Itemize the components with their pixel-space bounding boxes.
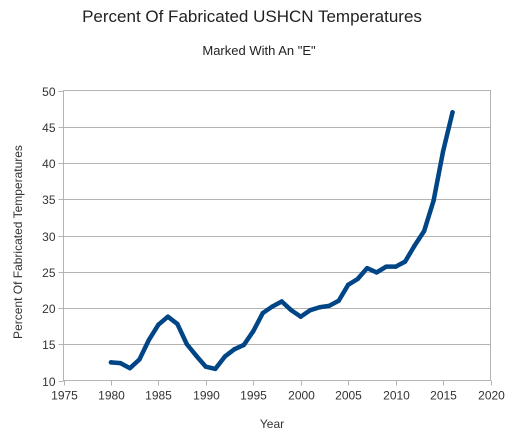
x-tick-label-2000: 2000 [288, 389, 315, 403]
x-tick-label-1975: 1975 [51, 389, 78, 403]
y-tick-label-20: 20 [42, 302, 56, 316]
x-tick-label-1985: 1985 [145, 389, 172, 403]
data-point-1997 [270, 304, 275, 309]
y-tick-label-45: 45 [42, 121, 56, 135]
y-tick-label-10: 10 [42, 375, 56, 389]
gridlines [63, 127, 491, 345]
data-point-2007 [364, 265, 370, 271]
y-tick-label-15: 15 [42, 338, 56, 352]
chart-subtitle: Marked With An "E" [202, 43, 316, 58]
y-axis-ticks: 10 15 20 25 30 35 40 45 50 [42, 85, 64, 389]
y-tick-label-30: 30 [42, 230, 56, 244]
data-point-2003 [326, 303, 332, 309]
data-point-1988 [184, 342, 190, 347]
data-point-1990 [203, 364, 209, 369]
data-point-1993 [232, 347, 237, 352]
x-tick-label-2015: 2015 [430, 389, 457, 403]
data-point-2011 [402, 259, 408, 264]
data-point-2005 [345, 282, 351, 287]
y-axis-label: Percent Of Fabricated Temperatures [11, 145, 25, 339]
data-point-1986 [165, 314, 171, 319]
data-point-1983 [137, 357, 142, 362]
data-point-1998 [279, 299, 284, 304]
data-point-2010 [393, 264, 398, 269]
data-point-2012 [412, 243, 417, 248]
data-point-1984 [146, 337, 152, 343]
x-tick-label-1980: 1980 [98, 389, 125, 403]
data-point-1992 [222, 354, 228, 359]
data-point-2001 [308, 307, 313, 313]
data-point-1994 [241, 342, 246, 348]
data-point-2004 [336, 298, 341, 303]
y-tick-label-35: 35 [42, 193, 56, 207]
data-point-1982 [127, 365, 133, 371]
plot-frame [63, 90, 491, 381]
data-point-2009 [383, 264, 389, 269]
data-point-2006 [355, 276, 360, 282]
chart-title: Percent Of Fabricated USHCN Temperatures [82, 7, 422, 26]
data-point-2016 [450, 110, 455, 115]
x-tick-label-2010: 2010 [383, 389, 410, 403]
data-point-1996 [260, 310, 265, 316]
data-point-1981 [118, 360, 123, 366]
y-tick-label-40: 40 [42, 157, 56, 171]
data-point-1985 [156, 322, 161, 327]
x-tick-label-2020: 2020 [478, 389, 505, 403]
data-point-1999 [289, 307, 294, 313]
data-point-2013 [421, 228, 427, 234]
data-point-2008 [374, 270, 379, 275]
data-point-1980 [108, 360, 114, 365]
data-point-1987 [175, 321, 180, 327]
data-point-2000 [298, 314, 303, 319]
x-axis-ticks: 1975 1980 1985 1990 1995 2000 2005 2010 2015 2020 [51, 380, 505, 403]
series-group [108, 110, 455, 372]
data-point-2014 [431, 198, 436, 203]
y-tick-label-25: 25 [42, 266, 56, 280]
data-point-1991 [213, 366, 218, 372]
data-point-2002 [317, 305, 322, 310]
x-tick-label-1990: 1990 [193, 389, 220, 403]
y-tick-label-50: 50 [42, 85, 56, 99]
x-tick-label-1995: 1995 [240, 389, 267, 403]
data-point-1989 [194, 353, 199, 359]
series-line-0 [108, 110, 455, 372]
x-tick-label-2005: 2005 [335, 389, 362, 403]
x-axis-label: Year [260, 417, 284, 431]
data-point-2015 [440, 149, 446, 154]
data-point-1995 [251, 329, 256, 334]
